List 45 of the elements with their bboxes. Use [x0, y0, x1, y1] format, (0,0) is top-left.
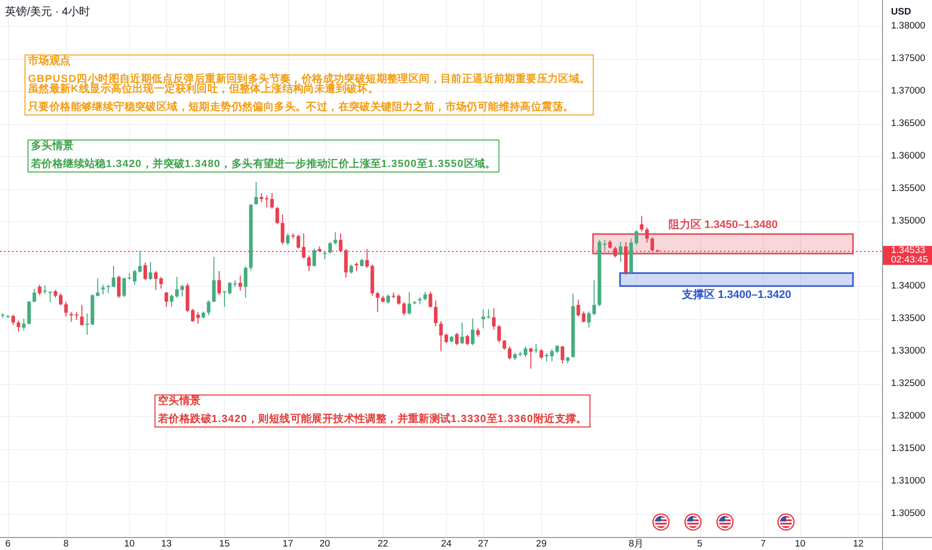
x-tick-label: 22 [378, 538, 388, 550]
annotation: 多头情景 [31, 140, 74, 152]
y-tick-label: 1.32500 [891, 378, 926, 390]
y-tick-label: 1.36000 [891, 150, 926, 162]
y-tick-label: 1.37500 [891, 53, 926, 64]
x-tick-label: 27 [478, 538, 489, 550]
y-tick-label: 1.33000 [891, 346, 926, 357]
x-tick-label: 15 [219, 538, 230, 550]
x-tick-label: 20 [320, 538, 330, 550]
annotation: 若价格跌破1.3420，则短线可能展开技术性调整，并重新测试1.3330至1.3360附近支撑。 [158, 414, 587, 424]
x-tick-label: 13 [161, 538, 172, 550]
y-tick-label: 1.38000 [891, 20, 926, 32]
band-label: 支撑区 1.3400–1.3420 [680, 288, 792, 302]
x-tick-label: 12 [852, 538, 864, 550]
ref-line-label: 1.34533 [891, 245, 926, 256]
x-tick-label: 10 [124, 538, 135, 550]
ref-line: 1.34533 02:43:45 [0, 245, 932, 266]
y-tick-label: 1.35500 [891, 183, 926, 194]
annotation: 只要价格能够继续守稳突破区域，短期走势仍然偏向多头。不过，在突破关键阻力之前，市场仍可能维持高位震荡。 [28, 102, 574, 112]
x-tick-label: 29 [536, 538, 547, 550]
x-tick-label: 5 [697, 538, 702, 550]
y-axis-title: USD [891, 6, 912, 18]
x-tick-label: 24 [440, 538, 452, 550]
x-tick-label: 8月 [628, 538, 644, 550]
x-tick-label: 17 [282, 538, 294, 550]
x-tick-label: 7 [760, 538, 766, 550]
y-tick-label: 1.33500 [891, 313, 926, 324]
x-tick-label: 6 [5, 538, 11, 550]
title: 英镑/美元 · 4小时 [5, 6, 90, 18]
y-tick-label: 1.30500 [891, 508, 926, 520]
annotation: 若价格继续站稳1.3420，并突破1.3480，多头有望进一步推动汇价上涨至1.3500至1.3550区域。 [31, 158, 496, 170]
y-tick-label: 1.31500 [891, 443, 926, 454]
y-tick-label: 1.35000 [891, 216, 926, 227]
annotation: GBPUSD四小时图自近期低点反弹后重新回到多头节奏，价格成功突破短期整理区间，目前正逼近前期重要压力区域。虽然最新K线显示高位出现一定获利回吐，但整体上涨结构尚未遭到破坏。 [28, 74, 590, 94]
x-tick-label: 10 [794, 538, 806, 550]
band: 支撑区 1.3400–1.3420 [619, 272, 854, 302]
annotation: 空头情景 [158, 396, 201, 406]
y-tick-label: 1.34000 [891, 280, 926, 292]
x-tick-label: 8 [63, 538, 69, 550]
y-tick-label: 1.31000 [891, 476, 926, 487]
y-tick-label: 1.37000 [891, 86, 926, 97]
band-label: 阻力区 1.3450–1.3480 [668, 218, 778, 232]
y-tick-label: 1.32000 [891, 410, 926, 422]
y-tick-label: 1.36500 [891, 118, 926, 130]
annotation: 市场观点 [28, 56, 71, 66]
